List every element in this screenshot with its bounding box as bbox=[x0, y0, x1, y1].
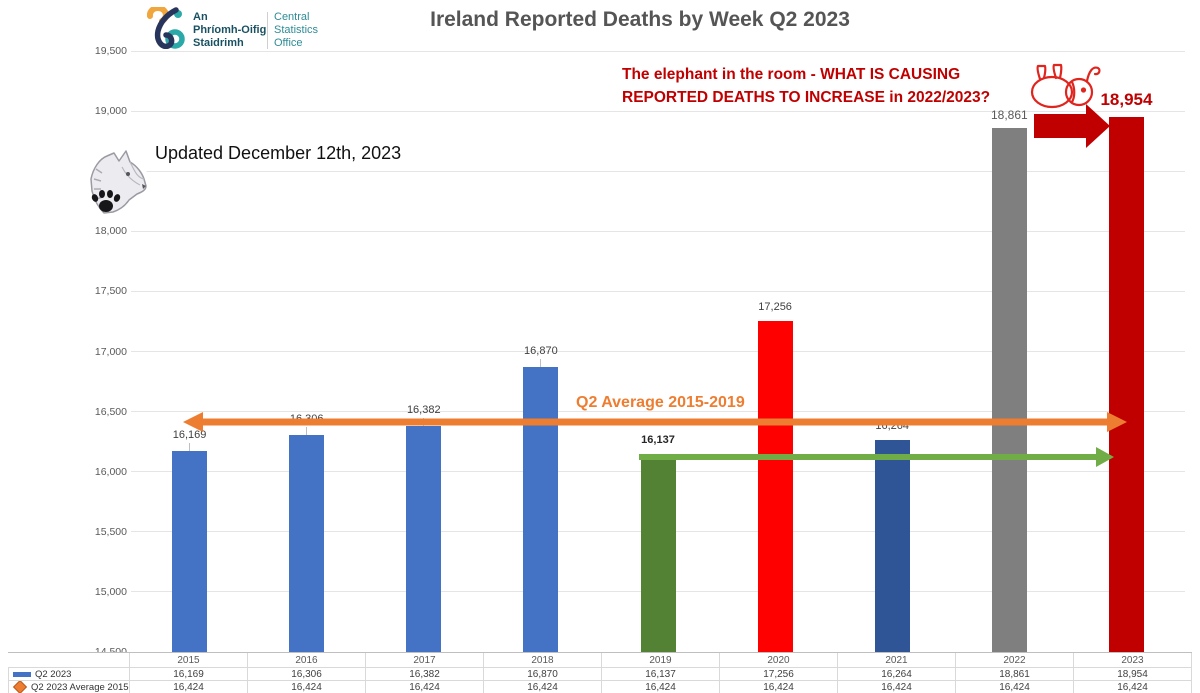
bar-label-2022: 18,861 bbox=[990, 107, 1028, 122]
elephant-icon bbox=[1027, 59, 1103, 118]
table-corner-cell bbox=[8, 653, 130, 668]
legend-label: Q2 2023 bbox=[35, 668, 72, 680]
red-arrow-icon bbox=[1034, 104, 1110, 153]
legend-label: Q2 2023 Average 2015-2019 bbox=[31, 681, 129, 693]
y-axis-label: 15,000 bbox=[94, 585, 127, 598]
table-value-cell: 17,256 bbox=[720, 668, 838, 681]
bar-2016 bbox=[289, 434, 325, 652]
avg-reference-arrow bbox=[183, 410, 1127, 439]
table-value-cell: 18,861 bbox=[956, 668, 1074, 681]
table-year-header: 2018 bbox=[484, 653, 602, 668]
label-leader-line bbox=[189, 443, 191, 452]
legend-q2-average: Q2 2023 Average 2015-2019 bbox=[8, 681, 130, 693]
bar-label-2017: 16,382 bbox=[406, 403, 441, 416]
gridline bbox=[131, 50, 1185, 52]
cso-logo-icon bbox=[146, 5, 187, 50]
table-value-cell: 16,424 bbox=[720, 681, 838, 693]
y-axis-label: 16,500 bbox=[94, 405, 127, 418]
table-year-header: 2019 bbox=[602, 653, 720, 668]
y-axis-label: 17,000 bbox=[94, 345, 127, 358]
table-value-cell: 16,424 bbox=[248, 681, 366, 693]
table-value-cell: 18,954 bbox=[1074, 668, 1192, 681]
table-value-cell: 16,137 bbox=[602, 668, 720, 681]
bar-2021 bbox=[874, 439, 910, 652]
label-leader-line bbox=[540, 359, 542, 368]
gridline bbox=[131, 230, 1185, 232]
table-value-cell: 16,424 bbox=[484, 681, 602, 693]
data-table: 2015 2016 2017 2018 2019 2020 2021 2022 2023 Q2 2… bbox=[8, 652, 1192, 693]
gridline bbox=[131, 351, 1185, 352]
bar-2022 bbox=[991, 127, 1027, 652]
table-value-cell: 16,424 bbox=[602, 681, 720, 693]
table-value-cell: 16,264 bbox=[838, 668, 956, 681]
bar-2019 bbox=[640, 455, 676, 652]
legend-q2-2023: Q2 2023 bbox=[8, 668, 130, 681]
table-year-header: 2023 bbox=[1074, 653, 1192, 668]
table-value-cell: 16,424 bbox=[130, 681, 248, 693]
label-leader-line bbox=[306, 426, 308, 435]
bar-label-2023: 18,954 bbox=[1100, 89, 1153, 109]
bar-label-2019: 16,137 bbox=[641, 434, 675, 447]
table-value-cell: 16,870 bbox=[484, 668, 602, 681]
avg-arrow-label: Q2 Average 2015-2019 bbox=[576, 394, 745, 411]
y-axis-label: 15,500 bbox=[94, 525, 127, 538]
table-year-header: 2016 bbox=[248, 653, 366, 668]
logo-name-irish: An Phríomh-Oifig Staidrimh bbox=[193, 11, 267, 49]
table-year-header: 2017 bbox=[366, 653, 484, 668]
table-year-header: 2020 bbox=[720, 653, 838, 668]
gridline bbox=[131, 110, 1185, 112]
table-value-cell: 16,169 bbox=[130, 668, 248, 681]
table-value-cell: 16,424 bbox=[366, 681, 484, 693]
y-axis-label: 18,000 bbox=[94, 225, 127, 238]
bar-2017 bbox=[406, 425, 442, 652]
bar-label-2018: 16,870 bbox=[524, 345, 558, 358]
table-value-cell: 16,382 bbox=[366, 668, 484, 681]
bar-2020 bbox=[757, 320, 793, 652]
annotation-question: The elephant in the room - WHAT IS CAUSI… bbox=[622, 66, 991, 106]
table-year-header: 2021 bbox=[838, 653, 956, 668]
table-year-header: 2015 bbox=[130, 653, 248, 668]
bar-2015 bbox=[172, 451, 208, 652]
y-axis-label: 16,000 bbox=[94, 465, 127, 478]
gridline bbox=[131, 411, 1185, 413]
table-value-cell: 16,424 bbox=[956, 681, 1074, 693]
logo-name-english: Central Statistics Office bbox=[274, 11, 319, 49]
y-axis-label: 17,500 bbox=[94, 285, 127, 298]
bar-label-2020: 17,256 bbox=[758, 300, 792, 313]
table-value-cell: 16,424 bbox=[1074, 681, 1192, 693]
page-title: Ireland Reported Deaths by Week Q2 2023 bbox=[430, 8, 850, 31]
updated-note: Updated December 12th, 2023 bbox=[155, 143, 402, 163]
logo-divider bbox=[267, 12, 268, 49]
bar-2023 bbox=[1108, 116, 1144, 652]
bar-2018 bbox=[523, 367, 559, 652]
table-year-header: 2022 bbox=[956, 653, 1074, 668]
legend-diamond-swatch-icon bbox=[12, 681, 28, 693]
green-reference-arrow bbox=[639, 445, 1114, 474]
paw-print-icon bbox=[91, 190, 121, 212]
y-axis-label: 19,500 bbox=[94, 45, 127, 57]
y-axis-label: 19,000 bbox=[94, 105, 127, 118]
legend-bar-swatch-icon bbox=[13, 671, 31, 677]
table-value-cell: 16,424 bbox=[838, 681, 956, 693]
wolf-icon bbox=[82, 147, 152, 228]
gridline bbox=[131, 170, 1185, 172]
bar-label-2015: 16,169 bbox=[172, 429, 207, 442]
gridline bbox=[131, 290, 1185, 292]
table-value-cell: 16,306 bbox=[248, 668, 366, 681]
